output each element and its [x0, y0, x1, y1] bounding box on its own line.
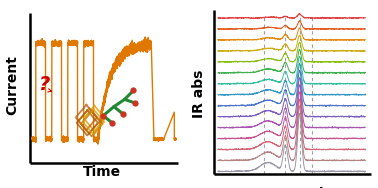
Text: ?: ? [39, 75, 50, 95]
Text: IR abs: IR abs [192, 70, 206, 118]
Text: Wavenumber: Wavenumber [243, 187, 346, 188]
Text: Current: Current [6, 55, 20, 115]
Text: Time: Time [82, 165, 121, 179]
